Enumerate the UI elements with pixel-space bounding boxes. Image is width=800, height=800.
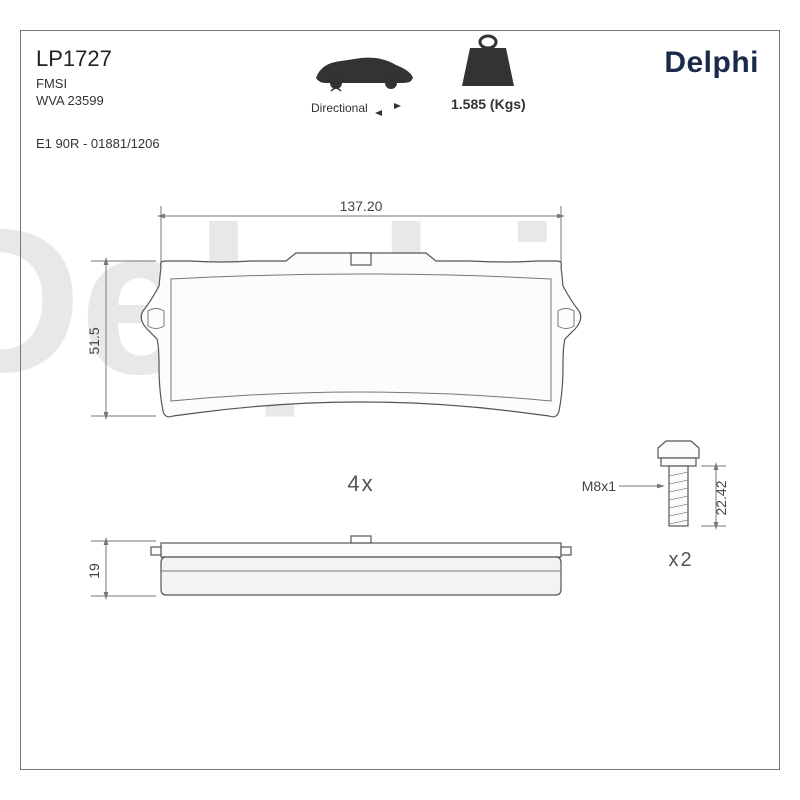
bolt-drawing: M8x1: [582, 441, 729, 571]
technical-drawing: 137.20 51.5: [51, 191, 751, 751]
brake-pad-front: [141, 253, 581, 417]
drawing-frame: LP1727 FMSI WVA 23599 E1 90R - 01881/120…: [20, 30, 780, 770]
fmsi-label: FMSI: [36, 76, 112, 91]
car-icon: [311, 43, 421, 98]
dim-width-value: 137.20: [340, 198, 383, 214]
bolt-thread-label: M8x1: [582, 478, 616, 494]
dim-thickness-value: 19: [86, 563, 102, 579]
weight-group: 1.585 (Kgs): [451, 34, 526, 112]
dim-thickness: 19: [86, 541, 156, 596]
weight-icon: [458, 34, 518, 89]
bidirectional-arrows-icon: [374, 101, 402, 117]
bolt-qty-label: x2: [668, 549, 693, 571]
brand-logo: Delphi: [664, 46, 759, 80]
dim-height-value: 51.5: [86, 327, 102, 354]
bolt-length-value: 22.42: [713, 480, 729, 515]
brake-pad-side: [151, 536, 571, 595]
approval-code: E1 90R - 01881/1206: [36, 136, 160, 151]
directional-text: Directional: [311, 101, 368, 115]
content-layer: LP1727 FMSI WVA 23599 E1 90R - 01881/120…: [21, 31, 779, 769]
part-number: LP1727: [36, 46, 112, 72]
dim-height: 51.5: [86, 261, 156, 416]
header-block: LP1727 FMSI WVA 23599: [36, 46, 112, 108]
drawing-area: 137.20 51.5: [51, 191, 751, 751]
page: Delphi LP1727 FMSI WVA 23599 E1 90R - 01…: [0, 0, 800, 800]
weight-value: 1.585 (Kgs): [451, 96, 526, 112]
wva-code: WVA 23599: [36, 93, 112, 108]
vehicle-icon-group: [311, 43, 421, 98]
directional-label: Directional: [311, 101, 402, 117]
pad-qty-label: 4x: [347, 471, 374, 496]
